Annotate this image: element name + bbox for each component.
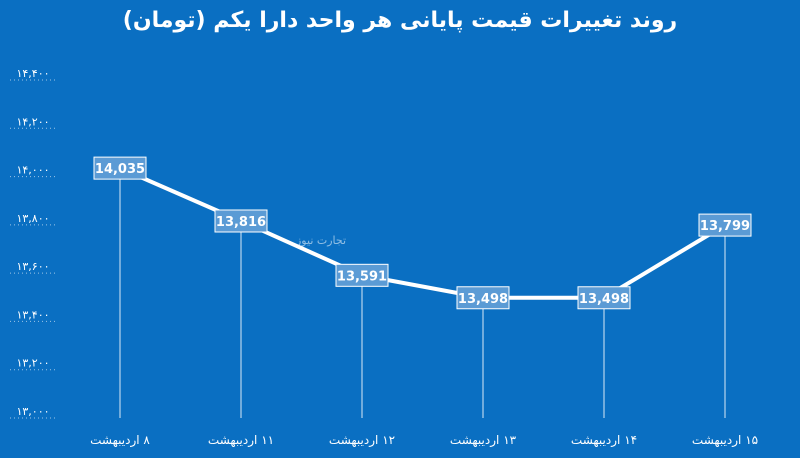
data-label: 13,498 xyxy=(458,292,508,307)
data-label-box xyxy=(456,286,510,310)
data-label: 14,035 xyxy=(95,162,145,177)
data-label: 13,591 xyxy=(337,269,387,284)
x-tick-label: ۱۱ اردیبهشت xyxy=(208,433,274,448)
x-tick-label: ۱۴ اردیبهشت xyxy=(571,433,637,448)
watermark-logo: تجارت نیوز xyxy=(296,234,347,247)
data-label-box xyxy=(698,213,752,237)
x-tick-label: ۸ اردیبهشت xyxy=(90,433,150,448)
y-tick-label: ۱۳,۰۰۰ xyxy=(16,405,49,418)
series-line xyxy=(119,166,727,300)
data-label-box xyxy=(93,156,147,180)
x-tick-label: ۱۵ اردیبهشت xyxy=(692,433,758,448)
data-label: 13,799 xyxy=(700,219,750,234)
y-tick-label: ۱۳,۲۰۰ xyxy=(16,357,49,370)
data-label-box xyxy=(214,209,268,233)
y-tick-label: ۱۴,۲۰۰ xyxy=(16,115,49,128)
data-label: 13,816 xyxy=(216,215,266,230)
y-tick-label: ۱۳,۴۰۰ xyxy=(16,308,49,321)
y-tick-label: ۱۴,۴۰۰ xyxy=(16,67,49,80)
data-label: 13,498 xyxy=(579,292,629,307)
x-tick-label: ۱۳ اردیبهشت xyxy=(450,433,517,448)
y-tick-label: ۱۴,۰۰۰ xyxy=(16,164,49,177)
x-tick-label: ۱۲ اردیبهشت xyxy=(329,433,395,448)
y-tick-label: ۱۳,۸۰۰ xyxy=(16,212,49,225)
chart-title: روند تغییرات قیمت پایانی هر واحد دارا یک… xyxy=(122,8,678,33)
y-tick-label: ۱۳,۶۰۰ xyxy=(16,260,49,273)
data-label-box xyxy=(335,263,389,287)
data-label-box xyxy=(577,286,631,310)
